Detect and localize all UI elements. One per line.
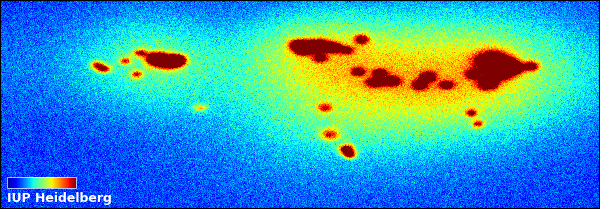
Text: IUP Heidelberg: IUP Heidelberg [7, 192, 112, 205]
